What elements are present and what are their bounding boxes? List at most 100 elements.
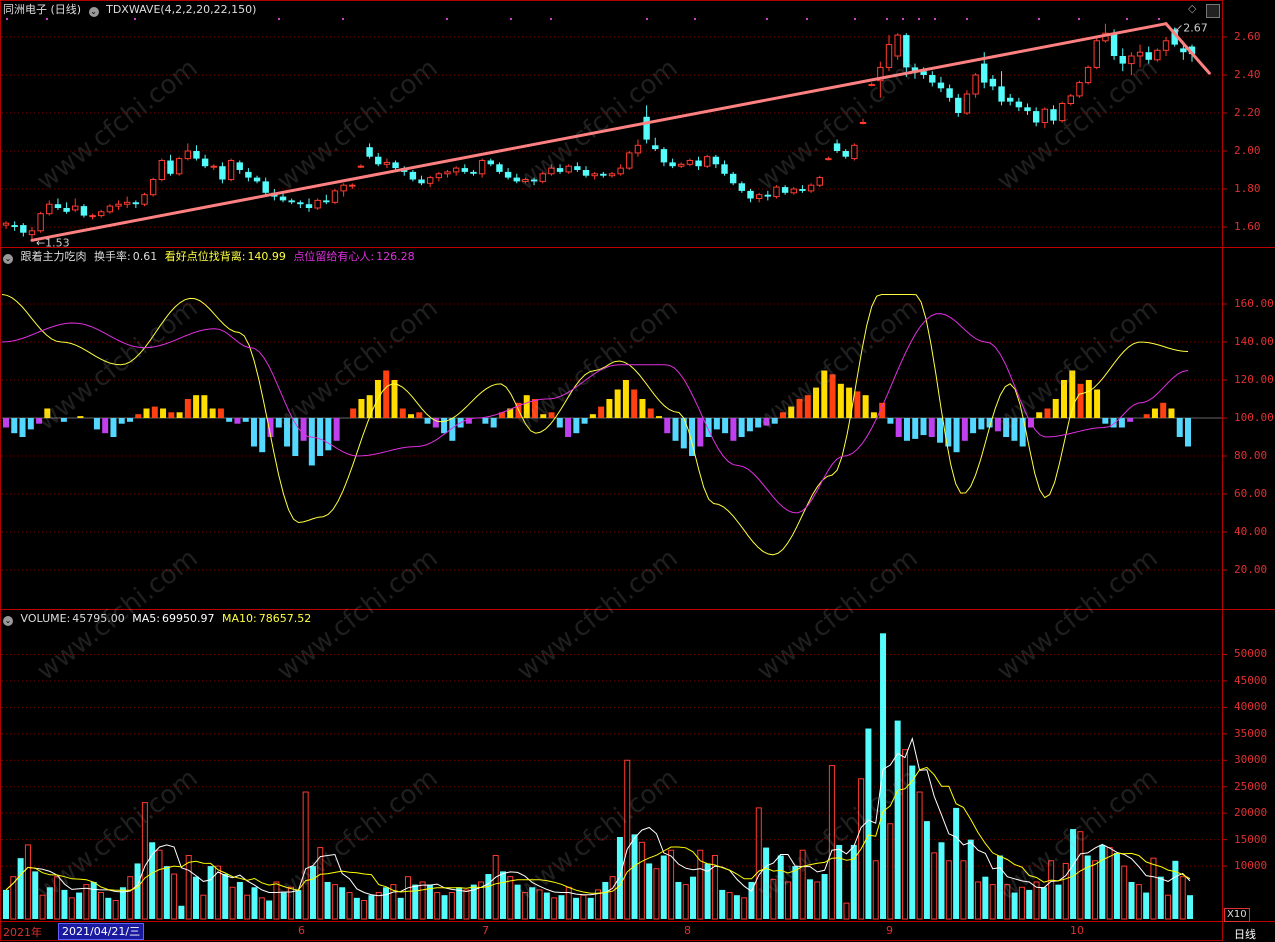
candle-up <box>825 158 832 161</box>
osc-bar-positive <box>1061 380 1068 418</box>
candle-up <box>340 184 347 192</box>
candle-up <box>851 144 858 160</box>
volume-bar-up <box>668 849 675 920</box>
candle-down <box>392 162 399 169</box>
indicator-name[interactable]: TDXWAVE(4,2,2,20,22,150) <box>106 3 257 16</box>
candle-down <box>799 189 806 191</box>
volume-bar-up <box>1150 857 1157 920</box>
osc-bar-negative <box>1110 418 1117 428</box>
candle-up <box>755 194 763 199</box>
volume-bar-up <box>726 892 733 920</box>
candle-up <box>2 222 10 226</box>
osc-settings-circle-icon[interactable]: ⌄ <box>3 254 13 264</box>
diamond-icon[interactable]: ◇ <box>1188 2 1197 15</box>
osc-bar-negative <box>664 418 671 434</box>
volume-bar-down <box>675 881 682 919</box>
candle-up <box>1041 108 1049 123</box>
volume-bar-down <box>485 874 492 919</box>
volume-bar-up <box>828 765 835 920</box>
volume-bar-down <box>295 889 302 919</box>
volume-bar-down <box>631 834 638 919</box>
osc-bar-positive <box>1052 399 1059 418</box>
month-tick-10: 10 <box>1070 924 1084 937</box>
month-tick-7: 7 <box>482 924 489 937</box>
volume-bar-down <box>383 887 390 919</box>
candle-up <box>608 173 616 177</box>
osc-bar-positive <box>416 412 423 418</box>
osc-bar-positive <box>1160 402 1167 418</box>
volume-bar-up <box>419 881 426 920</box>
volume-bar-down <box>499 871 506 919</box>
osc-bar-negative <box>432 418 439 428</box>
ma10-label: MA10: <box>222 612 257 625</box>
candle-up <box>452 167 460 173</box>
candle-down <box>193 151 200 159</box>
window-restore-button[interactable] <box>1206 4 1220 18</box>
settings-circle-icon[interactable]: ⌄ <box>88 7 99 17</box>
candle-down <box>530 179 538 182</box>
vol-settings-circle-icon[interactable]: ⌄ <box>3 616 13 626</box>
candle-down <box>903 35 910 68</box>
osc-bar-positive <box>837 383 844 418</box>
osc-bar-positive <box>193 395 200 418</box>
volume-bar-down <box>616 836 623 919</box>
volume-bar-up <box>141 802 148 920</box>
signal-dot <box>854 18 856 20</box>
volume-bar-up <box>361 899 368 920</box>
osc-bar-positive <box>44 408 51 418</box>
candle-up <box>28 230 36 236</box>
osc-bar-positive <box>862 395 869 418</box>
price-y-tick-label: 2.40 <box>1234 68 1261 81</box>
volume-bar-down <box>1011 892 1018 919</box>
osc-bar-positive <box>1077 383 1084 418</box>
signal-dot <box>1126 18 1128 20</box>
volume-y-tick-label: 30000 <box>1234 753 1268 767</box>
osc-bar-negative <box>93 418 100 430</box>
month-tick-8: 8 <box>684 924 691 937</box>
volume-bar-down <box>763 847 770 919</box>
osc-bar-negative <box>945 418 952 447</box>
osc-bar-negative <box>465 418 472 424</box>
volume-bar-down <box>573 897 580 919</box>
candle-up <box>435 173 443 179</box>
osc-bar-negative <box>928 418 935 437</box>
volume-bar-down <box>339 887 346 919</box>
volume-bar-down <box>660 855 667 919</box>
period-label[interactable]: 日线 <box>1234 928 1256 941</box>
osc-bar-negative <box>705 418 712 437</box>
volume-bar-up <box>1106 847 1113 920</box>
volume-bar-down <box>543 892 550 919</box>
candle-down <box>418 179 425 184</box>
candle-down <box>323 200 330 203</box>
candle-up <box>1058 103 1066 122</box>
candle-down <box>201 158 209 167</box>
volume-bar-down <box>1055 884 1062 919</box>
volume-bar-down <box>412 884 419 919</box>
signal-dot <box>278 18 280 20</box>
osc-bar-positive <box>1143 414 1150 418</box>
candle-up <box>617 167 624 175</box>
ma10-value: 78657.52 <box>258 612 312 625</box>
volume-bar-up <box>127 876 134 920</box>
volume-bar-up <box>916 791 923 920</box>
volume-title[interactable]: VOLUME: <box>20 612 71 625</box>
candle-down <box>574 166 581 170</box>
signal-dot <box>510 18 512 20</box>
volume-bar-down <box>923 821 930 919</box>
candle-up <box>885 44 893 68</box>
osc-title[interactable]: 跟着主力吃肉 <box>20 250 87 263</box>
line1-label: 看好点位找背离: <box>164 250 246 263</box>
candle-up <box>963 93 971 114</box>
volume-bar-up <box>785 881 792 920</box>
year-label: 2021年 <box>3 926 42 939</box>
candle-up <box>539 173 546 182</box>
candle-down <box>245 171 252 178</box>
osc-y-tick-label: 80.00 <box>1234 449 1268 462</box>
volume-bar-up <box>536 889 543 920</box>
x-scale-badge[interactable]: X10 <box>1224 908 1250 922</box>
signal-dot <box>134 18 136 20</box>
volume-bar-down <box>1026 889 1033 919</box>
volume-bar-down <box>996 855 1003 919</box>
volume-bar-up <box>244 894 251 920</box>
